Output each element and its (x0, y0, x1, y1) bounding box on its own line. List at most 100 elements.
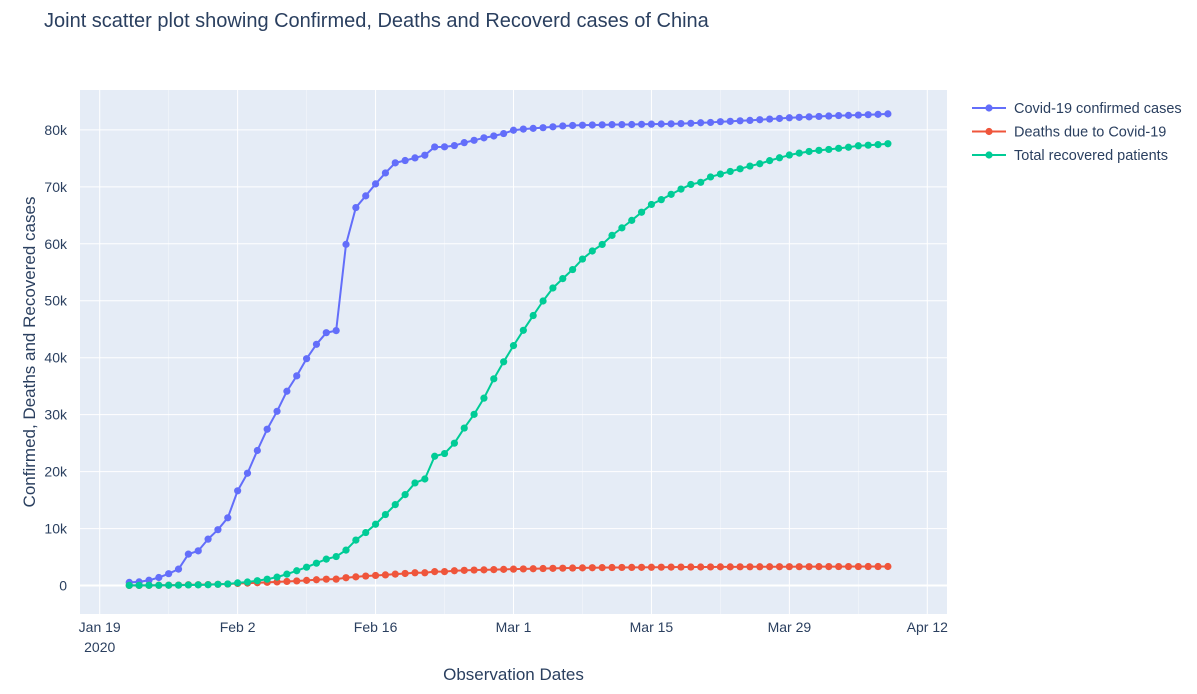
data-point (421, 151, 429, 159)
data-point (736, 117, 744, 125)
data-point (342, 240, 350, 248)
data-point (174, 565, 183, 573)
data-point (273, 407, 281, 415)
data-point (667, 563, 675, 571)
data-point (549, 284, 557, 292)
legend-marker (985, 127, 993, 136)
legend-marker (985, 104, 993, 112)
data-point (588, 121, 596, 129)
data-point (716, 563, 725, 571)
data-point (500, 565, 508, 573)
data-point (667, 190, 675, 198)
data-point (559, 564, 567, 572)
data-point (352, 203, 360, 212)
data-point (440, 449, 449, 458)
data-point (381, 169, 390, 177)
data-point (569, 265, 577, 274)
data-point (312, 559, 321, 567)
data-point (401, 569, 409, 578)
legend-label: Total recovered patients (1014, 148, 1168, 164)
data-point (509, 342, 518, 350)
data-point (293, 372, 301, 380)
data-point (145, 576, 153, 584)
data-point (598, 564, 606, 572)
data-point (746, 116, 754, 125)
data-point (854, 111, 862, 119)
data-point (864, 141, 872, 149)
legend-item[interactable]: Deaths due to Covid-19 (972, 125, 1166, 141)
data-point (785, 563, 793, 571)
data-point (588, 247, 596, 255)
data-point (559, 274, 567, 283)
data-point (687, 563, 695, 571)
data-point (440, 143, 449, 151)
data-point (864, 562, 872, 571)
x-axis-title: Observation Dates (443, 665, 584, 684)
data-point (450, 567, 458, 575)
data-point (726, 167, 734, 176)
data-point (371, 571, 380, 580)
data-point (677, 563, 685, 571)
data-point (716, 170, 725, 178)
data-point (697, 119, 705, 127)
data-point (214, 580, 222, 588)
data-point (529, 565, 537, 573)
data-point (785, 114, 793, 122)
data-point (283, 387, 291, 395)
data-point (470, 566, 478, 574)
data-point (815, 563, 823, 571)
data-point (687, 119, 695, 127)
data-point (647, 120, 656, 128)
data-point (450, 141, 458, 150)
y-tick-label: 30k (44, 407, 68, 423)
data-point (431, 568, 439, 576)
data-point (470, 136, 478, 144)
data-point (421, 569, 429, 577)
data-point (460, 424, 468, 432)
x-tick-label: Mar 1 (496, 619, 532, 635)
x-tick-year-label: 2020 (84, 639, 115, 655)
data-point (539, 124, 547, 132)
data-point (647, 563, 656, 571)
data-point (204, 581, 212, 589)
data-point (135, 581, 143, 589)
data-point (519, 125, 527, 133)
legend-marker (985, 151, 993, 159)
data-point (706, 118, 715, 127)
data-point (480, 394, 488, 402)
data-point (450, 439, 458, 447)
data-point (766, 563, 774, 571)
data-point (608, 121, 616, 129)
data-point (243, 469, 252, 477)
data-point (637, 563, 646, 571)
legend-item[interactable]: Total recovered patients (972, 148, 1168, 164)
data-point (500, 129, 508, 138)
x-tick-label: Mar 29 (768, 619, 812, 635)
data-point (884, 140, 892, 148)
y-tick-label: 40k (44, 350, 68, 366)
data-point (500, 358, 508, 366)
data-point (529, 311, 537, 320)
data-point (204, 535, 212, 543)
data-point (283, 577, 291, 586)
data-point (234, 487, 242, 495)
data-point (165, 581, 173, 589)
data-point (293, 577, 301, 585)
data-point (362, 572, 370, 580)
x-tick-label: Mar 15 (630, 619, 674, 635)
y-tick-label: 10k (44, 521, 68, 537)
data-point (657, 196, 665, 204)
data-point (381, 571, 390, 579)
data-point (283, 570, 291, 578)
data-point (815, 146, 823, 154)
data-point (825, 563, 833, 571)
legend-item[interactable]: Covid-19 confirmed cases (972, 101, 1182, 117)
series-3 (125, 140, 892, 589)
data-point (766, 157, 774, 165)
data-point (637, 120, 646, 128)
data-point (371, 180, 380, 188)
y-tick-label: 60k (44, 236, 68, 252)
data-point (766, 115, 774, 123)
legend[interactable]: Covid-19 confirmed cases Deaths due to Co… (972, 101, 1182, 164)
data-point (884, 110, 892, 118)
